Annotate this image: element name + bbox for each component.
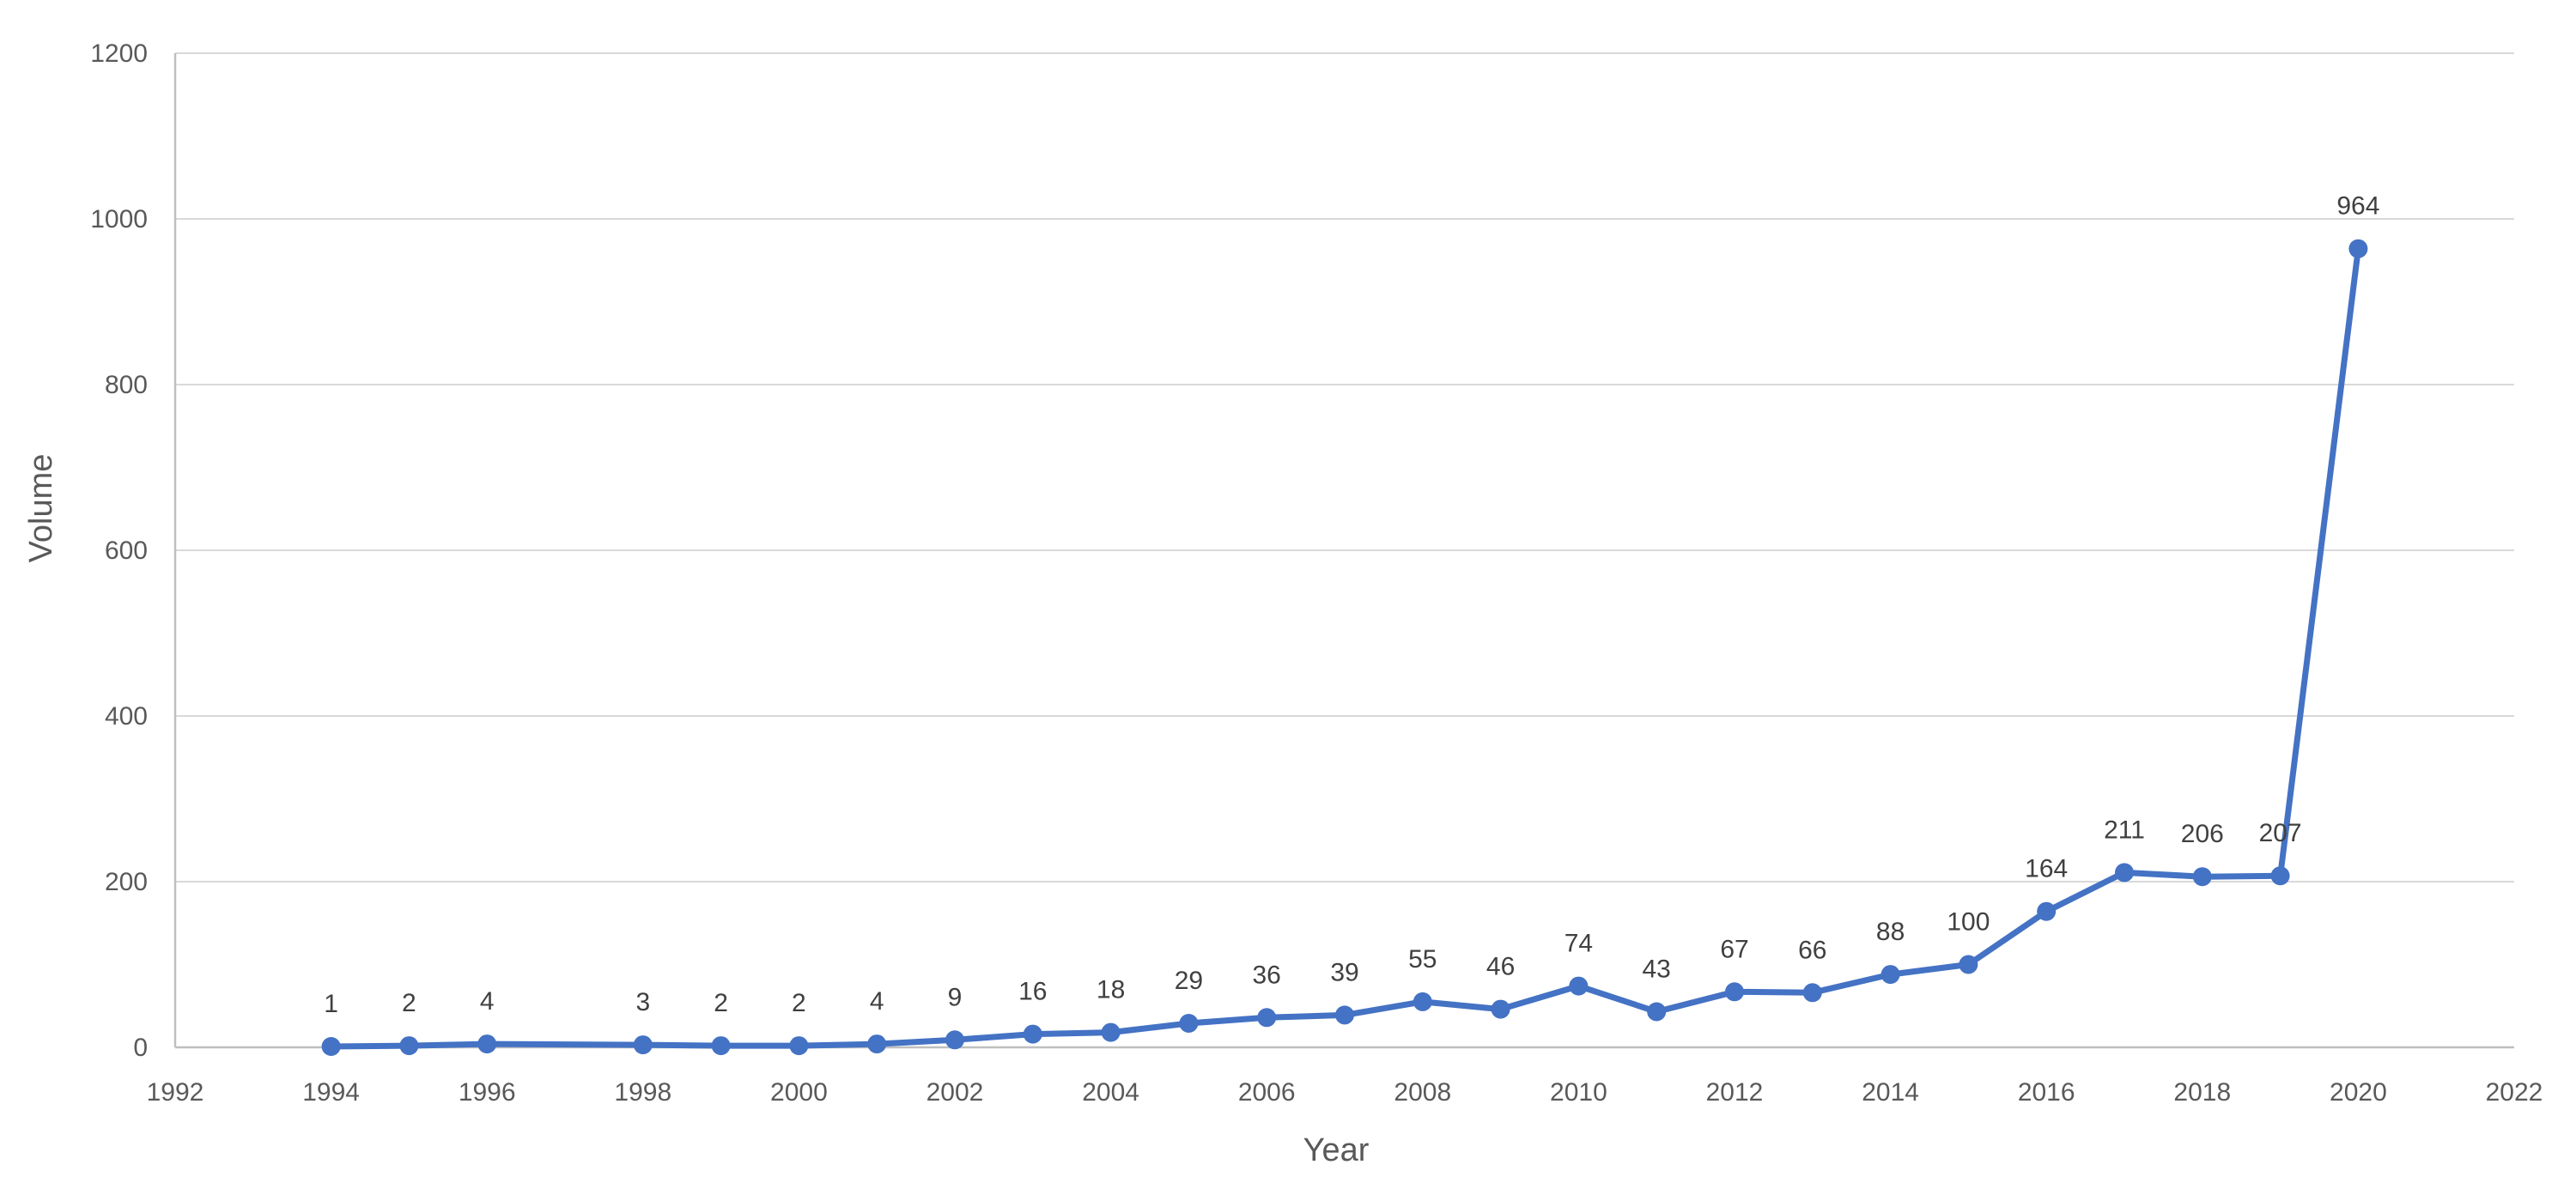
data-point-marker-2002 — [945, 1030, 964, 1050]
data-point-label-2001: 4 — [870, 987, 884, 1016]
data-point-label-2000: 2 — [792, 989, 806, 1017]
data-point-label-2017: 211 — [2104, 816, 2145, 844]
y-tick-label-1000: 1000 — [90, 205, 148, 234]
x-tick-label-2020: 2020 — [2330, 1078, 2387, 1107]
x-tick-label-1996: 1996 — [459, 1078, 516, 1107]
y-axis-title: Volume — [23, 454, 59, 563]
data-point-label-2006: 36 — [1253, 961, 1281, 989]
data-point-marker-2019 — [2270, 866, 2290, 886]
data-point-label-1995: 2 — [402, 989, 416, 1017]
x-tick-label-2008: 2008 — [1394, 1078, 1451, 1107]
data-point-marker-2018 — [2192, 867, 2212, 887]
x-tick-label-2000: 2000 — [770, 1078, 828, 1107]
x-tick-label-2010: 2010 — [1550, 1078, 1607, 1107]
x-tick-label-2002: 2002 — [927, 1078, 984, 1107]
data-point-marker-2017 — [2115, 863, 2134, 883]
data-point-label-1996: 4 — [480, 987, 495, 1016]
data-point-label-2004: 18 — [1097, 976, 1125, 1004]
data-point-label-2019: 207 — [2259, 819, 2302, 847]
data-point-marker-2004 — [1101, 1022, 1121, 1042]
data-point-marker-2007 — [1335, 1005, 1354, 1025]
y-tick-label-400: 400 — [105, 702, 148, 731]
y-tick-labels: 0 200 400 600 800 1000 1200 — [90, 39, 148, 1062]
data-point-label-2015: 100 — [1947, 908, 1990, 937]
data-point-marker-2009 — [1491, 999, 1510, 1019]
data-point-marker-1995 — [399, 1036, 419, 1056]
x-tick-label-2014: 2014 — [1862, 1078, 1919, 1107]
data-point-marker-2014 — [1880, 965, 1900, 985]
data-point-label-2014: 88 — [1876, 918, 1905, 946]
y-tick-label-600: 600 — [105, 537, 148, 565]
data-point-marker-2005 — [1179, 1014, 1199, 1033]
x-tick-label-2012: 2012 — [1706, 1078, 1764, 1107]
data-point-marker-2001 — [867, 1034, 887, 1054]
data-point-marker-2016 — [2037, 901, 2057, 921]
data-point-label-2010: 74 — [1564, 930, 1593, 958]
x-tick-label-2018: 2018 — [2173, 1078, 2231, 1107]
x-axis-title: Year — [1303, 1132, 1370, 1168]
data-point-label-2003: 16 — [1018, 978, 1047, 1006]
data-point-marker-2012 — [1725, 982, 1744, 1002]
x-tick-label-2022: 2022 — [2486, 1078, 2543, 1107]
data-point-marker-1996 — [477, 1034, 497, 1054]
data-point-marker-1994 — [321, 1037, 341, 1056]
data-point-marker-2006 — [1257, 1008, 1277, 1028]
data-point-marker-2000 — [789, 1036, 809, 1056]
x-tick-label-1998: 1998 — [614, 1078, 671, 1107]
y-tick-label-1200: 1200 — [90, 39, 148, 68]
x-tick-label-1994: 1994 — [302, 1078, 360, 1107]
data-point-marker-2008 — [1413, 992, 1432, 1011]
data-point-label-2009: 46 — [1486, 953, 1515, 981]
data-point-marker-1999 — [711, 1036, 731, 1056]
x-tick-label-2006: 2006 — [1238, 1078, 1296, 1107]
gridlines — [175, 52, 2514, 883]
data-point-label-2012: 67 — [1720, 935, 1748, 963]
y-tick-label-200: 200 — [105, 868, 148, 896]
data-point-label-2002: 9 — [948, 983, 963, 1011]
x-tick-label-1992: 1992 — [147, 1078, 204, 1107]
data-point-label-2011: 43 — [1643, 955, 1671, 984]
data-point-label-1994: 1 — [324, 990, 338, 1018]
x-tick-labels: 1992 1994 1996 1998 2000 2002 2004 2006 2008 2010… — [147, 1078, 2543, 1107]
data-point-label-1999: 2 — [714, 989, 728, 1017]
data-point-label-2020: 964 — [2336, 192, 2379, 221]
data-point-label-2007: 39 — [1330, 958, 1358, 986]
data-point-marker-2020 — [2348, 239, 2368, 258]
data-point-marker-2010 — [1569, 976, 1589, 996]
y-tick-label-800: 800 — [105, 371, 148, 399]
volume-line — [328, 246, 2361, 1050]
y-tick-label-0: 0 — [133, 1034, 148, 1062]
data-point-marker-2013 — [1802, 983, 1822, 1003]
data-point-label-2013: 66 — [1798, 936, 1826, 964]
x-tick-label-2016: 2016 — [2018, 1078, 2075, 1107]
data-point-markers — [321, 239, 2368, 1056]
data-point-marker-2015 — [1959, 955, 1978, 974]
x-tick-label-2004: 2004 — [1082, 1078, 1139, 1107]
data-point-marker-2003 — [1023, 1024, 1042, 1044]
data-point-label-2016: 164 — [2025, 855, 2068, 883]
data-point-label-2018: 206 — [2181, 820, 2224, 848]
volume-series — [328, 246, 2361, 1050]
data-point-label-2008: 55 — [1408, 945, 1437, 974]
data-point-marker-1998 — [633, 1035, 653, 1055]
data-point-label-2005: 29 — [1175, 967, 1203, 995]
data-point-marker-2011 — [1647, 1002, 1667, 1022]
data-point-label-1998: 3 — [635, 988, 650, 1016]
